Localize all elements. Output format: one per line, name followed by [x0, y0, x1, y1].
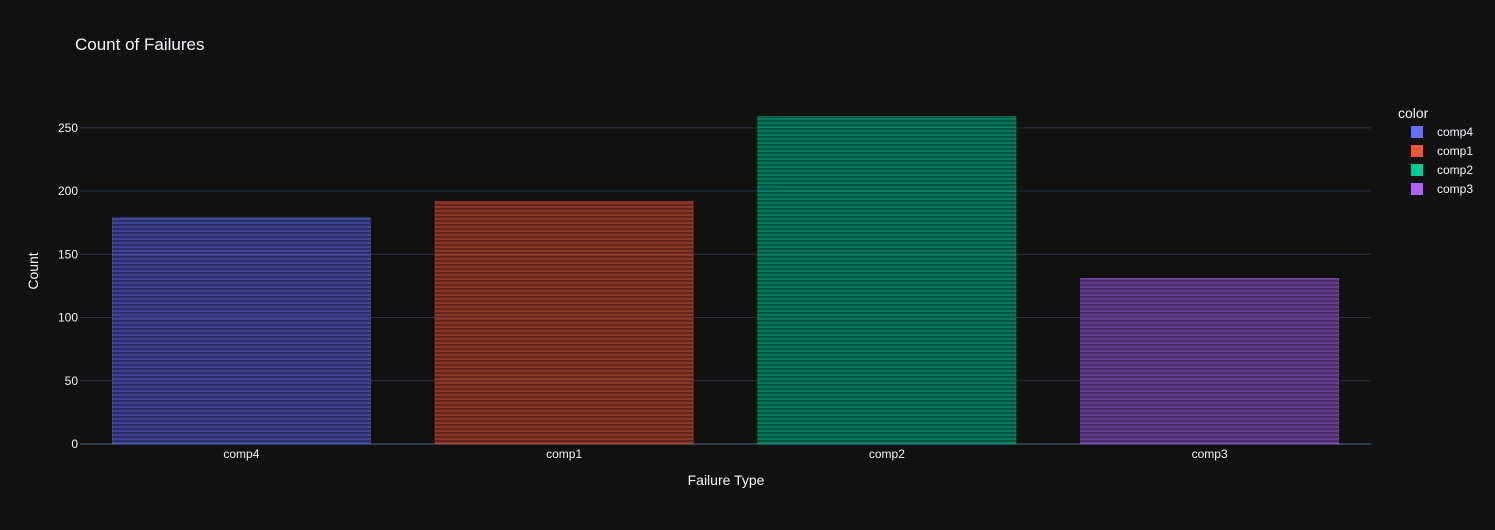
bars	[112, 116, 1339, 445]
chart-title: Count of Failures	[75, 35, 204, 54]
legend-item-comp1[interactable]: comp1	[1411, 144, 1473, 158]
bar-pattern	[1080, 278, 1339, 444]
bar-comp3[interactable]	[1080, 278, 1339, 445]
x-axis-ticks: comp4 comp1 comp2 comp3	[223, 447, 1228, 461]
x-tick-label: comp3	[1192, 447, 1228, 461]
legend: color comp4 comp1 comp2 comp3	[1398, 105, 1473, 196]
bar-comp2[interactable]	[757, 116, 1017, 445]
legend-item-comp4[interactable]: comp4	[1411, 125, 1473, 139]
legend-swatch	[1411, 183, 1423, 195]
legend-item-comp3[interactable]: comp3	[1411, 182, 1473, 196]
legend-swatch	[1411, 126, 1423, 138]
x-tick-label: comp1	[546, 447, 582, 461]
legend-label: comp2	[1437, 163, 1473, 177]
bar-comp4[interactable]	[112, 217, 371, 445]
y-tick-label: 100	[58, 311, 78, 325]
legend-title: color	[1398, 105, 1429, 121]
x-tick-label: comp4	[223, 447, 259, 461]
bar-pattern	[757, 116, 1016, 445]
legend-label: comp1	[1437, 144, 1473, 158]
bar-pattern	[435, 201, 694, 444]
y-tick-label: 250	[58, 121, 78, 135]
y-tick-label: 50	[65, 374, 79, 388]
y-tick-label: 0	[71, 437, 78, 451]
bar-pattern	[112, 217, 371, 444]
y-tick-label: 150	[58, 247, 78, 261]
legend-swatch	[1411, 164, 1423, 176]
legend-swatch	[1411, 145, 1423, 157]
bar-comp1[interactable]	[434, 200, 694, 445]
legend-item-comp2[interactable]: comp2	[1411, 163, 1473, 177]
legend-label: comp3	[1437, 182, 1473, 196]
x-axis-title: Failure Type	[688, 472, 765, 488]
y-axis-ticks: 0 50 100 150 200 250	[58, 121, 78, 451]
legend-label: comp4	[1437, 125, 1473, 139]
y-axis-title: Count	[25, 252, 41, 289]
y-tick-label: 200	[58, 184, 78, 198]
x-tick-label: comp2	[869, 447, 905, 461]
